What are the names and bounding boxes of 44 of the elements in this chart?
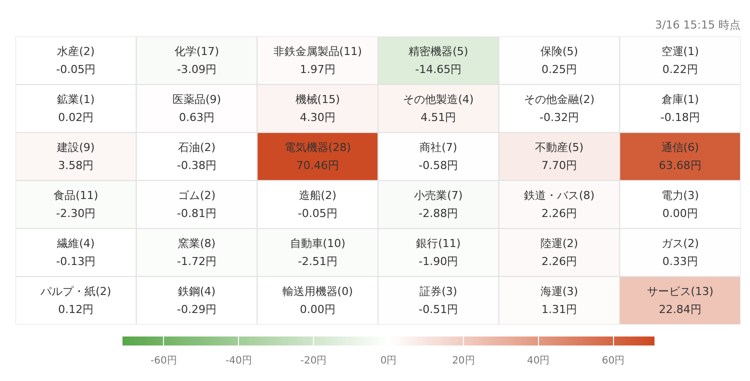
text: 倉庫(1) -0.18円: [660, 93, 700, 124]
color-bar-label: -20円: [300, 356, 327, 366]
text: 窯業(8) -1.72円: [177, 237, 216, 268]
text: 証券(3) -0.51円: [418, 285, 458, 316]
text: 不動産(5) 7.70円: [534, 141, 584, 172]
chart-subtitle: 3/16 15:15 時点: [655, 18, 741, 32]
text: 保険(5) 0.25円: [540, 45, 578, 76]
text: 自動車(10) -2.51円: [290, 237, 346, 268]
color-bar-label: -40円: [225, 356, 252, 366]
text: 医薬品(9) 0.63円: [172, 93, 222, 124]
text: 輸送用機器(0) 0.00円: [282, 285, 353, 316]
text: 化学(17) -3.09円: [174, 45, 220, 76]
text: ゴム(2) -0.81円: [177, 189, 216, 220]
text: 電気機器(28) 70.46円: [284, 141, 351, 172]
text: サービス(13) 22.84円: [646, 285, 714, 316]
color-bar-label: 20円: [452, 356, 475, 366]
text: ガス(2) 0.33円: [661, 237, 699, 268]
text: 陸運(2) 2.26円: [540, 237, 578, 268]
text: 銀行(11) -1.90円: [416, 237, 461, 268]
text: パルプ・紙(2) 0.12円: [40, 285, 112, 316]
text: 電力(3) 0.00円: [661, 189, 699, 220]
text: 鉄道・バス(8) 2.26円: [524, 189, 595, 220]
text: 繊維(4) -0.13円: [56, 237, 96, 268]
text: 商社(7) -0.58円: [418, 141, 458, 172]
text: 非鉄金属製品(11) 1.97円: [273, 45, 362, 76]
text: 建設(9) 3.58円: [57, 141, 95, 172]
text: その他製造(4) 4.51円: [403, 93, 474, 124]
text: 石油(2) -0.38円: [177, 141, 216, 172]
color-bar-label: -60円: [150, 356, 177, 366]
text: 小売業(7) -2.88円: [414, 189, 463, 220]
color-bar-label: 60円: [602, 356, 625, 366]
text: 水産(2) -0.05円: [56, 45, 96, 76]
text: 海運(3) 1.31円: [540, 285, 578, 316]
text: 空運(1) 0.22円: [661, 45, 699, 76]
text: 通信(6) 63.68円: [658, 141, 702, 172]
text: その他金融(2) -0.32円: [524, 93, 595, 124]
text: 食品(11) -2.30円: [54, 189, 98, 220]
color-bar-label: 40円: [526, 356, 550, 366]
color-bar-label: 0円: [380, 356, 397, 366]
text: 機械(15) 4.30円: [295, 93, 340, 124]
text: 鉱業(1) 0.02円: [57, 93, 95, 124]
text: 造船(2) -0.05円: [298, 189, 338, 220]
text: 鉄鋼(4) -0.29円: [177, 285, 216, 316]
text: 精密機器(5) -14.65円: [408, 45, 468, 76]
